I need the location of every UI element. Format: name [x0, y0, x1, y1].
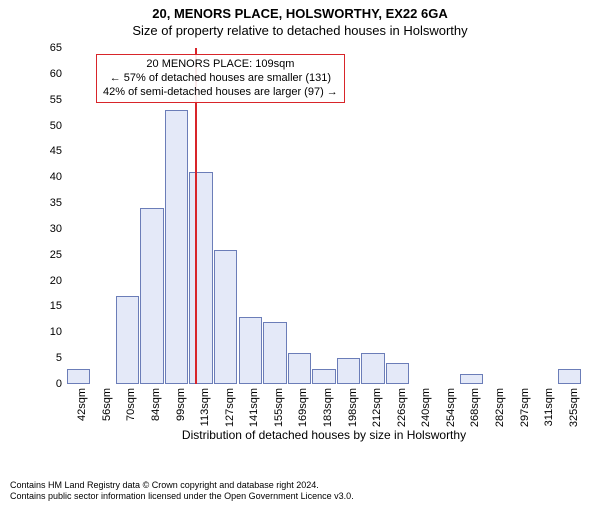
- x-tick-label: 198sqm: [347, 388, 359, 427]
- annotation-line2: ← 57% of detached houses are smaller (13…: [103, 72, 338, 86]
- x-tick-label: 183sqm: [322, 388, 334, 427]
- annotation-line3: 42% of semi-detached houses are larger (…: [103, 86, 338, 100]
- histogram-bar: [239, 317, 262, 384]
- page-title-sub: Size of property relative to detached ho…: [0, 23, 600, 38]
- license-footer: Contains HM Land Registry data © Crown c…: [10, 480, 354, 502]
- x-tick-label: 325sqm: [568, 388, 580, 427]
- x-tick-label: 70sqm: [125, 388, 137, 421]
- y-tick-label: 15: [50, 300, 62, 312]
- x-tick-label: 297sqm: [519, 388, 531, 427]
- y-tick-label: 20: [50, 275, 62, 287]
- x-tick-label: 254sqm: [445, 388, 457, 427]
- histogram-bar: [189, 172, 212, 384]
- histogram-bar: [288, 353, 311, 384]
- chart-container: Number of detached properties 0510152025…: [38, 48, 588, 442]
- x-tick-label: 268sqm: [469, 388, 481, 427]
- footer-line1: Contains HM Land Registry data © Crown c…: [10, 480, 354, 491]
- x-tick-label: 212sqm: [371, 388, 383, 427]
- histogram-bar: [558, 369, 581, 385]
- x-tick-label: 282sqm: [494, 388, 506, 427]
- footer-line2: Contains public sector information licen…: [10, 491, 354, 502]
- y-tick-label: 30: [50, 223, 62, 235]
- x-tick-label: 155sqm: [273, 388, 285, 427]
- histogram-bar: [386, 363, 409, 384]
- y-tick-label: 5: [56, 352, 62, 364]
- y-tick-label: 55: [50, 94, 62, 106]
- y-tick-label: 60: [50, 68, 62, 80]
- histogram-bar: [116, 296, 139, 384]
- x-tick-label: 311sqm: [543, 388, 555, 426]
- x-tick-label: 56sqm: [101, 388, 113, 421]
- histogram-bar: [337, 358, 360, 384]
- y-tick-label: 40: [50, 171, 62, 183]
- y-tick-label: 10: [50, 326, 62, 338]
- y-tick-label: 25: [50, 249, 62, 261]
- histogram-bar: [165, 110, 188, 384]
- x-tick-label: 42sqm: [76, 388, 88, 421]
- x-tick-label: 84sqm: [150, 388, 162, 421]
- histogram-bar: [214, 250, 237, 384]
- histogram-bar: [140, 208, 163, 384]
- x-tick-label: 127sqm: [224, 388, 236, 427]
- x-tick-label: 141sqm: [248, 388, 260, 427]
- histogram-bar: [67, 369, 90, 385]
- x-tick-label: 99sqm: [175, 388, 187, 421]
- x-axis-label: Distribution of detached houses by size …: [66, 428, 582, 442]
- annotation-line1: 20 MENORS PLACE: 109sqm: [103, 58, 338, 72]
- page-title-address: 20, MENORS PLACE, HOLSWORTHY, EX22 6GA: [0, 6, 600, 21]
- histogram-bar: [460, 374, 483, 384]
- histogram-bar: [312, 369, 335, 385]
- x-tick-label: 226sqm: [396, 388, 408, 427]
- x-tick-label: 113sqm: [199, 388, 211, 426]
- plot-area: 0510152025303540455055606542sqm56sqm70sq…: [66, 48, 582, 384]
- y-tick-label: 65: [50, 42, 62, 54]
- x-tick-label: 169sqm: [297, 388, 309, 427]
- reference-annotation: 20 MENORS PLACE: 109sqm ← 57% of detache…: [96, 54, 345, 103]
- histogram-bar: [263, 322, 286, 384]
- histogram-bar: [361, 353, 384, 384]
- y-tick-label: 0: [56, 378, 62, 390]
- x-tick-label: 240sqm: [420, 388, 432, 427]
- y-tick-label: 45: [50, 145, 62, 157]
- y-tick-label: 50: [50, 120, 62, 132]
- y-tick-label: 35: [50, 197, 62, 209]
